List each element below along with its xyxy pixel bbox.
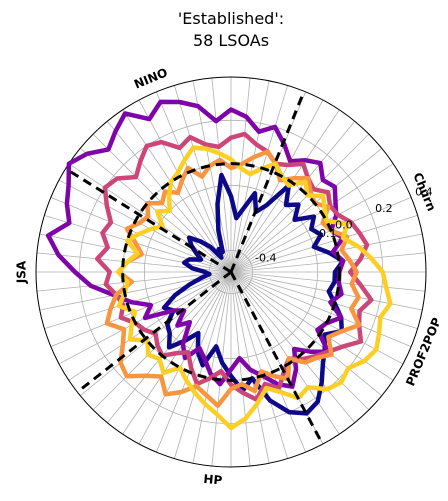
series-line-5 [116,145,393,431]
grid-spoke [230,271,382,397]
boundary-ray [229,271,324,445]
grid-spoke [156,271,232,453]
grid-spoke [230,77,251,273]
series-layer [45,99,393,431]
grid-spoke [92,271,232,411]
grid-spoke [230,179,404,273]
r-tick-label: -0.4 [255,252,276,265]
boundary-ray [76,270,232,394]
grid-spoke [230,252,426,273]
reference-layer [64,90,341,445]
grid-spoke [230,121,356,273]
boundary-ray [64,167,232,274]
grid-spoke [230,85,288,273]
axis-label: HP [203,472,223,488]
r-tick-label: 0.2 [375,202,393,215]
series-line-1 [161,172,346,416]
grid-spoke [230,271,251,467]
chart-title-line2: 58 LSOAs [193,31,269,50]
grid-spoke [50,271,232,347]
grid-spoke [192,271,232,464]
grid-spoke [230,99,324,273]
r-tick-label: 0.0 [335,219,353,232]
boundary-ray [229,90,306,273]
polar-frame [35,76,427,468]
series-line-2 [45,99,346,389]
grid-spoke [230,271,306,453]
grid-spoke [230,271,426,292]
grid-spoke [44,271,232,329]
grid-spoke [230,271,340,435]
chart-title-line1: 'Established': [178,9,284,28]
grid-spoke [192,80,232,273]
axis-label: NINO [132,65,169,91]
grid-spoke [68,271,232,381]
axis-label: JSA [15,260,29,284]
grid-spoke [58,179,232,273]
grid-ring [143,184,319,360]
grid-spoke [230,271,370,411]
grid-spoke [230,215,418,273]
grid-spoke [230,271,288,459]
reference-circle [121,162,341,382]
grid-spoke [230,147,382,273]
grid-spoke [230,271,418,329]
r-tick-label: 0.4 [415,185,433,198]
grid-spoke [138,99,232,273]
r-tick-label: -0.1 [315,227,336,240]
